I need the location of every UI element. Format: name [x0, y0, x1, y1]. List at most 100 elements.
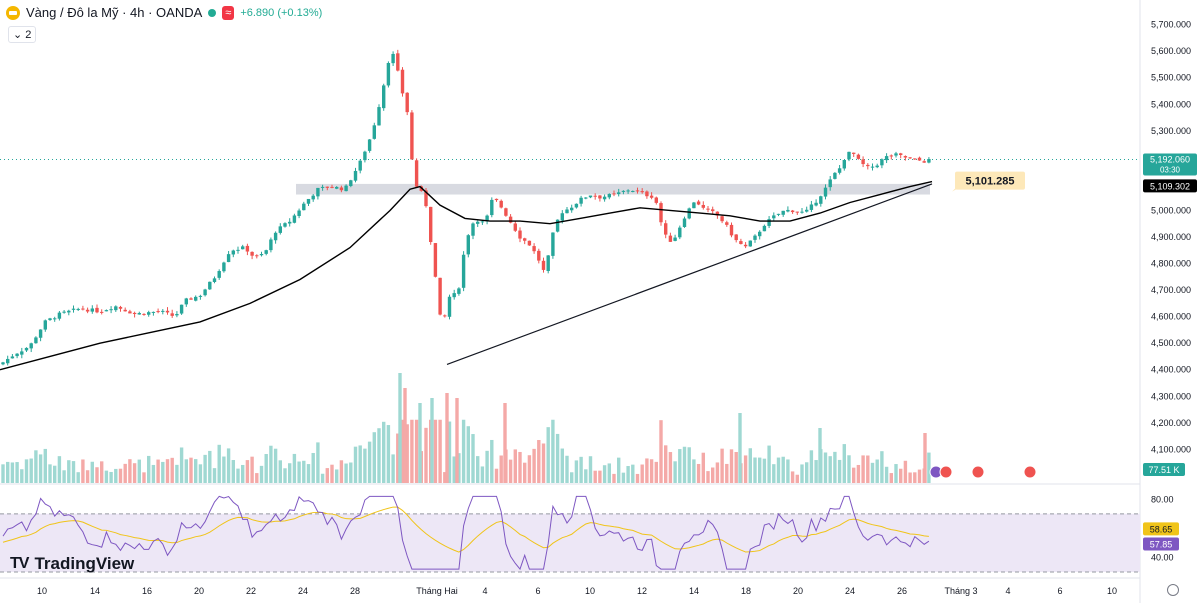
candle: [842, 160, 846, 169]
volume-bar: [283, 468, 287, 483]
candle: [715, 211, 720, 216]
volume-bar: [165, 459, 170, 483]
chart-header: Vàng / Đô la Mỹ · 4h · OANDA ≈ +6.890 (+…: [6, 5, 322, 20]
candle: [776, 213, 781, 215]
candle: [762, 225, 767, 232]
candle: [438, 277, 442, 315]
volume-bar: [372, 432, 376, 483]
candle: [128, 311, 132, 314]
candle: [297, 210, 301, 217]
volume-bar: [104, 470, 109, 483]
ma-value-badge: [1143, 179, 1197, 193]
time-tick-label: Tháng Hai: [416, 586, 458, 596]
volume-bar: [297, 461, 301, 483]
volume-bar: [217, 444, 221, 483]
volume-bar: [503, 403, 507, 483]
volume-bar: [259, 465, 264, 483]
candle: [1, 362, 5, 365]
candle: [179, 304, 184, 314]
volume-bar: [762, 458, 767, 483]
time-tick-label: 14: [689, 586, 699, 596]
candle: [95, 307, 99, 313]
gold-symbol-icon: [6, 5, 20, 20]
volume-bar: [245, 460, 250, 483]
volume-bar: [664, 445, 668, 483]
volume-bar: [278, 460, 282, 483]
volume-bar: [899, 468, 903, 483]
candle: [175, 314, 179, 316]
volume-bar: [743, 455, 748, 483]
collapse-indicators-button[interactable]: ⌄ 2: [8, 26, 37, 43]
volume-bar: [847, 455, 851, 483]
candle: [678, 227, 682, 238]
volume-bar: [800, 464, 804, 483]
time-tick-label: 16: [142, 586, 152, 596]
volume-bar: [156, 459, 160, 483]
candle: [38, 329, 43, 338]
candle: [701, 204, 705, 208]
volume-bar: [292, 453, 297, 483]
time-tick-label: 6: [1057, 586, 1062, 596]
volume-bar: [884, 466, 889, 483]
volume-bar: [861, 455, 865, 483]
volume-bar: [602, 465, 607, 483]
candle: [602, 196, 607, 200]
volume-value-label: 77.51 K: [1148, 465, 1179, 475]
candle: [391, 53, 395, 64]
candle: [349, 180, 353, 186]
price-tick-label: 4,900.000: [1151, 232, 1191, 242]
volume-bar: [306, 464, 311, 483]
volume-bar: [738, 413, 742, 483]
candle: [659, 203, 663, 223]
candle: [645, 191, 649, 197]
candle: [866, 164, 870, 167]
volume-bar: [438, 419, 442, 483]
volume-bar: [917, 469, 922, 483]
volume-bar: [523, 462, 527, 483]
volume-bar: [574, 460, 579, 483]
candle: [382, 85, 386, 109]
symbol-title[interactable]: Vàng / Đô la Mỹ · 4h · OANDA: [26, 5, 203, 20]
volume-bar: [729, 449, 734, 483]
price-tick-label: 5,500.000: [1151, 73, 1191, 83]
candle: [668, 235, 673, 242]
time-tick-label: 10: [37, 586, 47, 596]
volume-bar: [781, 456, 785, 483]
volume-bar: [631, 464, 635, 483]
candle: [306, 198, 311, 204]
price-tick-label: 5,700.000: [1151, 20, 1191, 30]
price-tick-label: 5,300.000: [1151, 126, 1191, 136]
candle: [579, 197, 583, 204]
candle: [711, 209, 715, 212]
volume-bar: [711, 467, 715, 483]
volume-bar: [894, 464, 898, 483]
volume-bar: [24, 459, 29, 483]
volume-bar: [137, 459, 141, 483]
candle: [212, 278, 217, 283]
tradingview-mark-icon: TV: [10, 555, 29, 572]
candle: [259, 254, 264, 256]
candle: [790, 210, 795, 213]
volume-bar: [532, 448, 536, 483]
candle: [551, 232, 555, 256]
candle: [24, 347, 29, 351]
settings-gear-icon[interactable]: [1167, 584, 1179, 596]
wave-badge[interactable]: ≈: [222, 5, 235, 20]
candle: [81, 308, 85, 310]
volume-bar: [828, 456, 832, 483]
volume-bar: [349, 462, 353, 483]
candle: [278, 226, 282, 233]
candle: [245, 245, 250, 252]
candle: [617, 192, 621, 195]
time-tick-label: 12: [637, 586, 647, 596]
candle: [584, 197, 588, 199]
candle: [720, 216, 724, 222]
candle: [743, 244, 748, 247]
volume-bar: [508, 459, 513, 483]
candle: [725, 222, 729, 225]
candle: [424, 190, 428, 207]
candle: [53, 318, 57, 320]
volume-bar: [405, 424, 409, 483]
time-tick-label: 20: [194, 586, 204, 596]
